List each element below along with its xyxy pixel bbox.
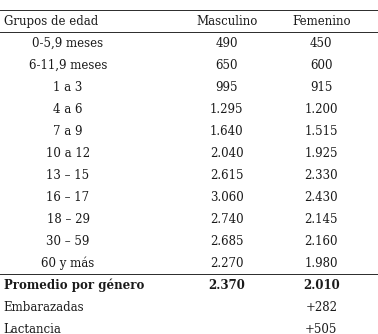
Text: 18 – 29: 18 – 29	[46, 213, 90, 226]
Text: 450: 450	[310, 37, 333, 50]
Text: 1.640: 1.640	[210, 125, 243, 138]
Text: Lactancia: Lactancia	[4, 323, 62, 334]
Text: 490: 490	[215, 37, 238, 50]
Text: 2.370: 2.370	[208, 279, 245, 292]
Text: 2.330: 2.330	[305, 169, 338, 182]
Text: Promedio por género: Promedio por género	[4, 279, 144, 292]
Text: 915: 915	[310, 81, 333, 94]
Text: 2.040: 2.040	[210, 147, 243, 160]
Text: +282: +282	[305, 301, 337, 314]
Text: 13 – 15: 13 – 15	[46, 169, 90, 182]
Text: 0-5,9 meses: 0-5,9 meses	[33, 37, 104, 50]
Text: Embarazadas: Embarazadas	[4, 301, 84, 314]
Text: 2.740: 2.740	[210, 213, 243, 226]
Text: 30 – 59: 30 – 59	[46, 235, 90, 248]
Text: 1.515: 1.515	[305, 125, 338, 138]
Text: 1 a 3: 1 a 3	[53, 81, 83, 94]
Text: 1.980: 1.980	[305, 257, 338, 270]
Text: 2.685: 2.685	[210, 235, 243, 248]
Text: 2.160: 2.160	[305, 235, 338, 248]
Text: 2.430: 2.430	[305, 191, 338, 204]
Text: 6-11,9 meses: 6-11,9 meses	[29, 59, 107, 72]
Text: 2.145: 2.145	[305, 213, 338, 226]
Text: 1.295: 1.295	[210, 103, 243, 116]
Text: Grupos de edad: Grupos de edad	[4, 15, 98, 28]
Text: 7 a 9: 7 a 9	[53, 125, 83, 138]
Text: 2.270: 2.270	[210, 257, 243, 270]
Text: 995: 995	[215, 81, 238, 94]
Text: +505: +505	[305, 323, 338, 334]
Text: 60 y más: 60 y más	[42, 257, 94, 270]
Text: 1.925: 1.925	[305, 147, 338, 160]
Text: Masculino: Masculino	[196, 15, 257, 28]
Text: 650: 650	[215, 59, 238, 72]
Text: 600: 600	[310, 59, 333, 72]
Text: 10 a 12: 10 a 12	[46, 147, 90, 160]
Text: 3.060: 3.060	[210, 191, 244, 204]
Text: 2.010: 2.010	[303, 279, 340, 292]
Text: 16 – 17: 16 – 17	[46, 191, 90, 204]
Text: 2.615: 2.615	[210, 169, 243, 182]
Text: 4 a 6: 4 a 6	[53, 103, 83, 116]
Text: 1.200: 1.200	[305, 103, 338, 116]
Text: Femenino: Femenino	[292, 15, 351, 28]
